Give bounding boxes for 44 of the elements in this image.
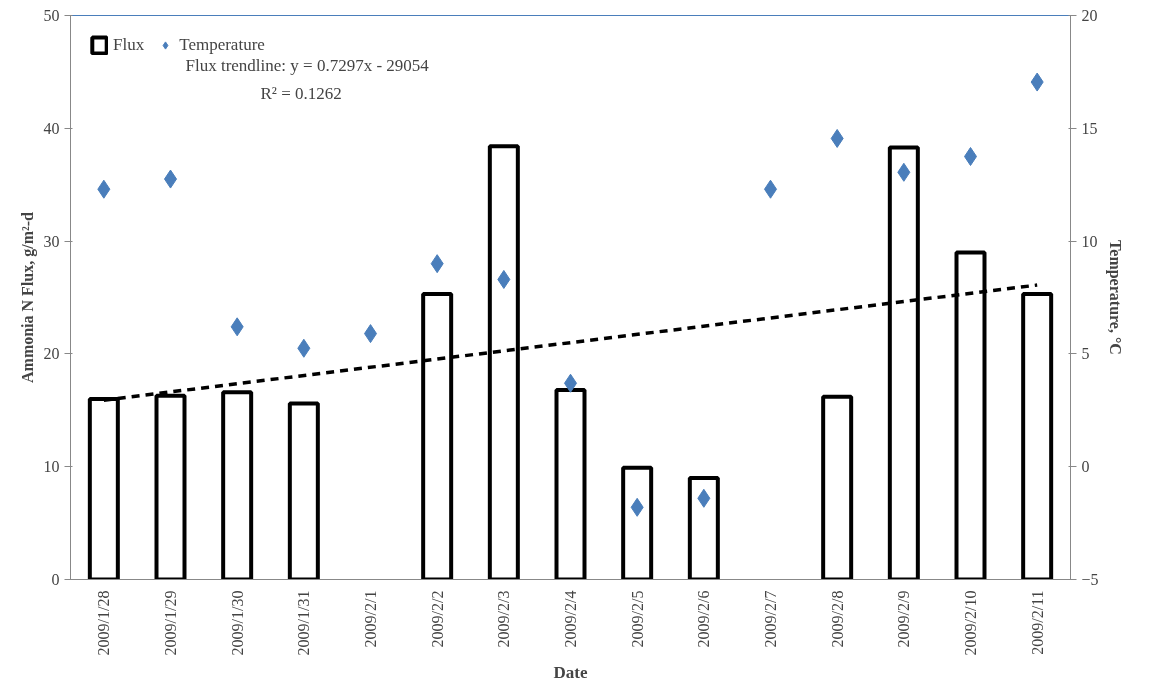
x-tick-label: 2009/2/7 [762, 590, 779, 648]
y2-tick-label: 20 [1081, 7, 1098, 24]
y-tick-label: 40 [43, 119, 60, 137]
annotation: R² = 0.1262 [260, 83, 342, 103]
x-tick-label: 2009/2/10 [962, 590, 979, 656]
x-tick-label: 2009/2/11 [1028, 590, 1046, 655]
y-axis-title: Ammonia N Flux, g/m²-d [18, 211, 37, 384]
point [630, 497, 644, 517]
legend-label: Flux [113, 35, 145, 55]
y2-tick-label: 10 [1081, 232, 1098, 250]
x-tick-label: 2009/2/4 [562, 590, 579, 648]
x-tick-label: 2009/2/2 [428, 590, 446, 648]
y2-tick-label: −5 [1081, 571, 1099, 588]
y-tick-label: 0 [51, 571, 60, 588]
x-tick-label: 2009/2/8 [828, 590, 846, 648]
point [297, 338, 311, 358]
point [497, 269, 511, 289]
x-axis-title: Date [553, 663, 588, 683]
point [230, 317, 244, 337]
x-tick-label: 2009/1/30 [228, 590, 246, 656]
point [697, 488, 711, 508]
x-tick-label: 2009/1/28 [95, 590, 113, 656]
x-tick-label: 2009/2/3 [495, 590, 513, 648]
y-tick-label: 20 [43, 345, 60, 363]
annotation: Flux trendline: y = 0.7297x - 29054 [185, 55, 430, 75]
legend-label: Temperature [179, 35, 265, 55]
x-tick-label: 2009/1/31 [295, 590, 313, 656]
x-tick-label: 2009/2/6 [695, 590, 713, 648]
y2-axis-title: Temperature, °C [1105, 240, 1124, 355]
y2-tick-label: 0 [1081, 458, 1090, 476]
x-tick-label: 2009/2/5 [628, 590, 646, 648]
y-tick-label: 30 [43, 232, 60, 250]
y2-tick-label: 15 [1081, 119, 1098, 137]
y2-tick-label: 5 [1081, 345, 1090, 363]
point [430, 254, 444, 274]
point [897, 162, 911, 182]
x-tick-label: 2009/2/1 [362, 590, 379, 648]
point [830, 128, 844, 148]
y-tick-label: 10 [43, 458, 60, 476]
x-tick-label: 2009/1/29 [162, 590, 179, 656]
point [1030, 72, 1044, 92]
x-tick-label: 2009/2/9 [895, 590, 913, 648]
point [97, 179, 111, 199]
y-tick-label: 50 [43, 7, 60, 24]
